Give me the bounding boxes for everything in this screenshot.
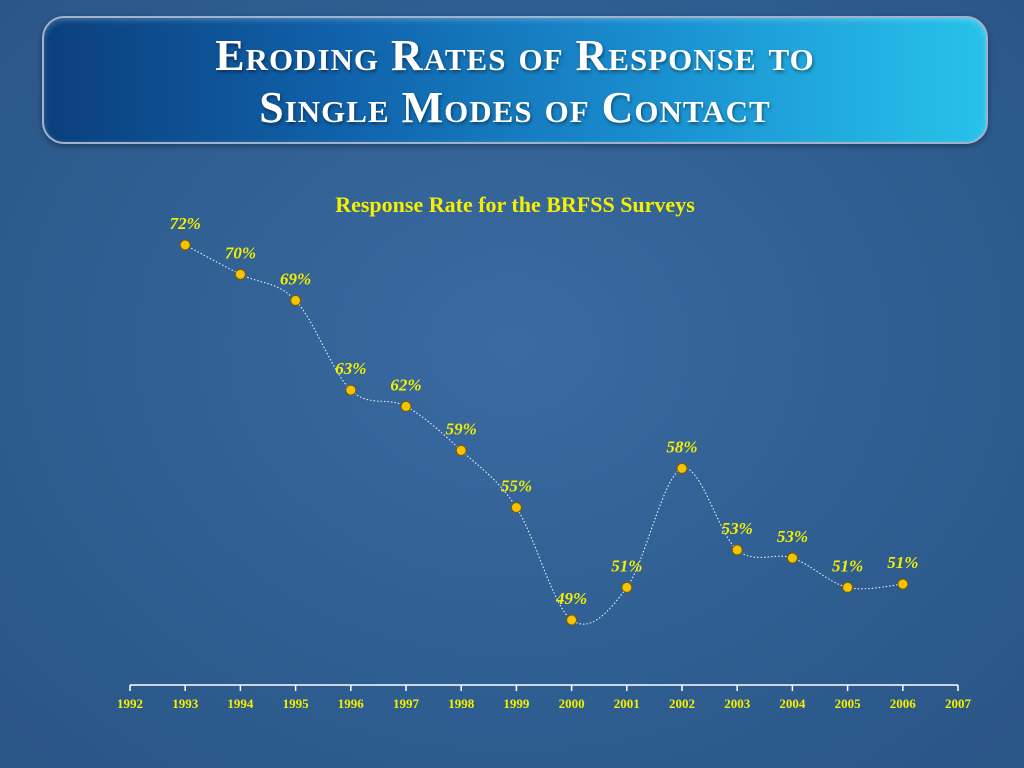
- x-tick-label: 1999: [503, 696, 530, 711]
- data-point: [786, 552, 798, 564]
- x-tick-label: 1994: [227, 696, 254, 711]
- data-point: [455, 444, 467, 456]
- data-point: [676, 462, 688, 474]
- series-line: [184, 244, 903, 625]
- x-tick-label: 2004: [779, 696, 806, 711]
- x-tick-label: 1993: [172, 696, 199, 711]
- data-point-layer: [179, 239, 909, 626]
- data-label: 69%: [280, 269, 311, 288]
- data-label-layer: 72% 70% 69% 63% 62% 59% 55% 49% 51% 58% 53% 53% 51% 5…: [170, 214, 919, 608]
- data-point: [290, 294, 302, 306]
- x-axis: 1992 1993 1994 1995 1996 1997 1998 1999 2000 2001…: [117, 684, 972, 711]
- data-label: 58%: [666, 437, 697, 456]
- x-tick-label: 1992: [117, 696, 143, 711]
- x-tick-label: 2000: [559, 696, 585, 711]
- data-point: [731, 544, 743, 556]
- data-label: 55%: [501, 477, 532, 496]
- x-tick-label: 2007: [945, 696, 972, 711]
- x-tick-label: 1996: [338, 696, 365, 711]
- slide-title-line-1: Eroding Rates of Response to: [215, 31, 815, 80]
- data-label: 51%: [887, 553, 918, 572]
- data-point: [345, 384, 357, 396]
- data-label: 63%: [335, 359, 366, 378]
- data-label: 51%: [832, 556, 863, 575]
- slide-title-banner: Eroding Rates of Response to Single Mode…: [42, 16, 988, 144]
- data-point: [179, 239, 191, 251]
- data-label: 51%: [611, 556, 642, 575]
- data-point: [897, 578, 909, 590]
- data-label: 53%: [722, 519, 753, 538]
- x-tick-label: 1998: [448, 696, 475, 711]
- x-tick-label: 2001: [614, 696, 640, 711]
- data-label: 53%: [777, 527, 808, 546]
- data-label: 70%: [225, 243, 256, 262]
- data-point: [510, 502, 522, 513]
- x-tick-label: 2002: [669, 696, 695, 711]
- data-point: [400, 400, 412, 412]
- series-line-layer: [184, 244, 903, 625]
- slide-title-line-2: Single Modes of Contact: [259, 83, 771, 132]
- chart-title: Response Rate for the BRFSS Surveys: [335, 192, 695, 217]
- data-point: [566, 614, 578, 626]
- x-tick-label: 2006: [890, 696, 917, 711]
- x-tick-label: 2005: [835, 696, 862, 711]
- data-label: 72%: [170, 214, 201, 233]
- x-tick-label: 2003: [724, 696, 751, 711]
- data-point: [621, 581, 633, 593]
- data-point: [234, 268, 246, 280]
- x-tick-label: 1995: [283, 696, 310, 711]
- data-label: 62%: [390, 375, 421, 394]
- data-label: 59%: [446, 419, 477, 438]
- x-tick-label: 1997: [393, 696, 420, 711]
- data-point: [842, 581, 854, 593]
- data-label: 49%: [555, 589, 587, 608]
